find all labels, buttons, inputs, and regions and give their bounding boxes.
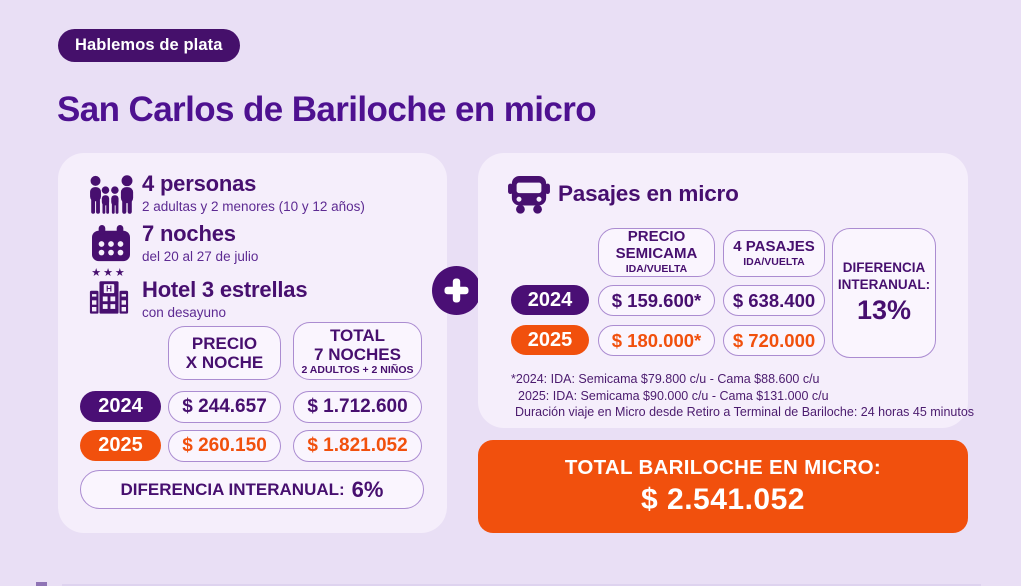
- bus-card-title: Pasajes en micro: [558, 181, 739, 206]
- footer-hint-line: [62, 584, 981, 586]
- page-title: San Carlos de Bariloche en micro: [57, 90, 597, 129]
- calendar-icon: [90, 225, 132, 268]
- header-subline: IDA/VUELTA: [743, 255, 805, 268]
- total-banner-label: TOTAL BARILOCHE EN MICRO:: [564, 456, 882, 479]
- hotel-stars: ★★★: [91, 267, 127, 279]
- bus-price-2024-cell: $ 159.600*: [598, 285, 715, 316]
- family-icon: [88, 175, 135, 220]
- bus-total-2025-cell: $ 720.000: [723, 325, 825, 356]
- header-line: PRECIO: [191, 333, 258, 353]
- footnote-line: Duración viaje en Micro desde Retiro a T…: [515, 405, 975, 419]
- header-line: 7 NOCHES: [314, 344, 401, 364]
- bus-col-passages-header: 4 PASAJES IDA/VUELTA: [723, 230, 825, 277]
- bus-diff-box: DIFERENCIA INTERANUAL: 13%: [832, 228, 936, 358]
- footnote-line: *2024: IDA: Semicama $79.800 c/u - Cama …: [511, 372, 820, 386]
- bus-diff-label-line1: DIFERENCIA: [842, 259, 926, 275]
- bus-diff-value: 13%: [856, 295, 912, 326]
- bus-fares-card: Pasajes en micro PRECIO SEMICAMA IDA/VUE…: [478, 153, 974, 428]
- bus-year-badge-2024: 2024: [511, 285, 589, 315]
- bus-icon: [507, 175, 551, 220]
- header-line: SEMICAMA: [615, 245, 698, 263]
- hotel-subtitle: con desayuno: [142, 305, 227, 320]
- header-subline: IDA/VUELTA: [625, 262, 688, 275]
- total-banner: TOTAL BARILOCHE EN MICRO: $ 2.541.052: [478, 440, 968, 533]
- bus-diff-label-line2: INTERANUAL:: [837, 276, 931, 292]
- bus-total-2024-cell: $ 638.400: [723, 285, 825, 316]
- brand-badge: Hablemos de plata: [58, 29, 240, 62]
- plus-icon: [432, 266, 481, 315]
- nights-title: 7 noches: [142, 221, 236, 246]
- hotel-diff-label: DIFERENCIA INTERANUAL:: [120, 479, 345, 499]
- hotel-title: Hotel 3 estrellas: [142, 277, 308, 302]
- people-title: 4 personas: [142, 171, 257, 196]
- svg-text:H: H: [106, 285, 112, 294]
- header-line: X NOCHE: [185, 353, 264, 372]
- bus-year-badge-2025: 2025: [511, 325, 589, 355]
- hotel-diff-value: 6%: [351, 476, 384, 502]
- bus-price-2025-cell: $ 180.000*: [598, 325, 715, 356]
- header-subline: 2 ADULTOS + 2 NIÑOS: [301, 363, 414, 376]
- total-2025-cell: $ 1.821.052: [293, 430, 422, 462]
- header-line: TOTAL: [329, 325, 386, 345]
- hotel-icon: ★★★: [86, 268, 132, 319]
- total-banner-value: $ 2.541.052: [641, 483, 805, 516]
- year-badge-2025: 2025: [80, 430, 161, 461]
- people-subtitle: 2 adultas y 2 menores (10 y 12 años): [142, 199, 365, 214]
- year-badge-2024: 2024: [80, 391, 161, 422]
- nights-subtitle: del 20 al 27 de julio: [142, 249, 259, 264]
- cropped-footer-hint: [0, 582, 1021, 586]
- header-line: PRECIO: [627, 228, 686, 246]
- footer-hint-square: [36, 582, 47, 586]
- bus-col-price-header: PRECIO SEMICAMA IDA/VUELTA: [598, 228, 715, 277]
- header-line: 4 PASAJES: [733, 237, 815, 255]
- bus-footnotes: *2024: IDA: Semicama $79.800 c/u - Cama …: [511, 371, 974, 421]
- footnote-line: 2025: IDA: Semicama $90.000 c/u - Cama $…: [518, 388, 829, 403]
- total-2024-cell: $ 1.712.600: [293, 391, 422, 423]
- hotel-col-price-night-header: PRECIO X NOCHE: [168, 326, 281, 380]
- hotel-col-total-header: TOTAL 7 NOCHES 2 ADULTOS + 2 NIÑOS: [293, 322, 422, 380]
- price-night-2024-cell: $ 244.657: [168, 391, 281, 423]
- trip-summary-card: 4 personas 2 adultas y 2 menores (10 y 1…: [58, 153, 447, 533]
- price-night-2025-cell: $ 260.150: [168, 430, 281, 462]
- hotel-diff-pill: DIFERENCIA INTERANUAL: 6%: [80, 470, 424, 509]
